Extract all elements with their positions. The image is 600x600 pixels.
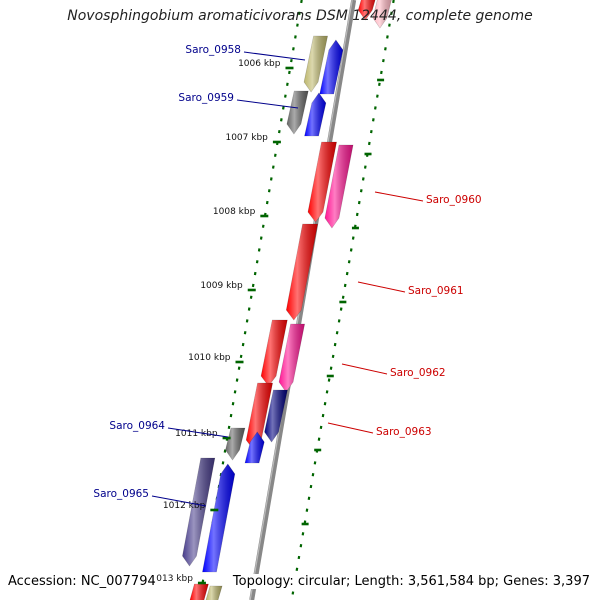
gene-label: Saro_0961: [408, 285, 464, 297]
gene-saro-0958-b-shade: [319, 40, 343, 94]
tick-label: 1006 kbp: [238, 59, 281, 69]
gene-leader-line: [151, 495, 207, 507]
gene-label: Saro_0959: [178, 92, 234, 104]
gene-saro-0962-b: [278, 323, 305, 393]
gene-top-red: [357, 0, 376, 21]
topology-text: Topology: circular; Length: 3,561,584 bp…: [232, 574, 590, 589]
gene-leader-line: [167, 427, 229, 438]
tick-label: 1007 kbp: [225, 133, 268, 143]
gene-saro-0963-b: [264, 389, 288, 443]
gene-label: Saro_0958: [185, 44, 241, 56]
gene-saro-0961-shade: [286, 224, 318, 320]
gene-label: Saro_0963: [376, 426, 432, 438]
gene-label: Saro_0964: [109, 420, 165, 432]
gene-saro-0965-a-shade: [182, 458, 215, 566]
gene-saro-0961: [285, 223, 318, 321]
gene-saro-0963-a-shade: [246, 383, 273, 450]
gene-leader-line: [327, 422, 374, 434]
gene-saro-0958-a-shade: [304, 36, 328, 92]
gene-leader-line: [236, 99, 299, 109]
accession-text: Accession: NC_007794: [8, 574, 156, 589]
gene-arrows: [182, 0, 392, 600]
gene-saro-0964-a: [225, 427, 246, 461]
gene-saro-0959-b-shade: [304, 93, 326, 136]
gene-saro-0964-a-shade: [225, 428, 245, 460]
tick-label: 1010 kbp: [188, 353, 231, 363]
gene-top-red-shade: [358, 0, 376, 20]
gene-saro-0965-a: [182, 457, 216, 567]
gene-saro-0962-b-shade: [279, 324, 305, 392]
gene-leader-line: [374, 191, 424, 202]
gene-top-pink-shade: [372, 0, 392, 28]
gene-saro-0958-b: [319, 39, 344, 95]
gene-bottom-red: [189, 583, 209, 600]
tick-label: 1013 kbp: [151, 574, 194, 584]
gene-saro-0960-b-shade: [324, 145, 354, 228]
gene-saro-0960-b: [324, 144, 354, 229]
tick-label: 1012 kbp: [163, 501, 206, 511]
guide-dots-1: [290, 0, 395, 600]
gene-saro-0960-a-shade: [307, 142, 337, 222]
gene-bottom-khaki-shade: [206, 586, 223, 600]
gene-saro-0964-b: [244, 431, 265, 464]
tick-label: 1011 kbp: [175, 429, 218, 439]
gene-saro-0958-a: [303, 35, 328, 93]
gene-top-pink: [372, 0, 392, 29]
gene-saro-0962-a: [260, 319, 288, 387]
gene-bottom-red-shade: [190, 584, 209, 600]
gene-saro-0965-b: [202, 463, 236, 573]
gene-saro-0959-a: [286, 90, 309, 135]
tick-label: 1009 kbp: [200, 281, 243, 291]
gene-label: Saro_0965: [93, 488, 149, 500]
gene-leader-line: [357, 281, 406, 293]
genome-title: Novosphingobium aromaticivorans DSM 1244…: [67, 8, 533, 24]
gene-saro-0965-b-shade: [202, 464, 235, 572]
gene-label: Saro_0962: [390, 367, 446, 379]
gene-saro-0960-a: [307, 141, 337, 223]
gene-saro-0959-a-shade: [286, 91, 309, 134]
gene-bottom-khaki: [205, 585, 223, 600]
gene-saro-0963-b-shade: [264, 390, 288, 442]
gene-saro-0959-b: [304, 92, 327, 137]
gene-labels: Saro_0958 Saro_0959 Saro_0960 Saro_0961 Saro…: [93, 44, 482, 507]
tick-marks: 1006 kbp 1007 kbp 1008 kbp 1009 kbp 1010 kbp…: [151, 59, 385, 585]
gene-leader-line: [341, 363, 388, 375]
gene-label: Saro_0960: [426, 194, 482, 206]
gene-leader-line: [243, 51, 306, 61]
gene-saro-0964-b-shade: [244, 432, 265, 463]
tick-label: 1008 kbp: [213, 207, 256, 217]
gene-saro-0962-a-shade: [261, 320, 288, 386]
